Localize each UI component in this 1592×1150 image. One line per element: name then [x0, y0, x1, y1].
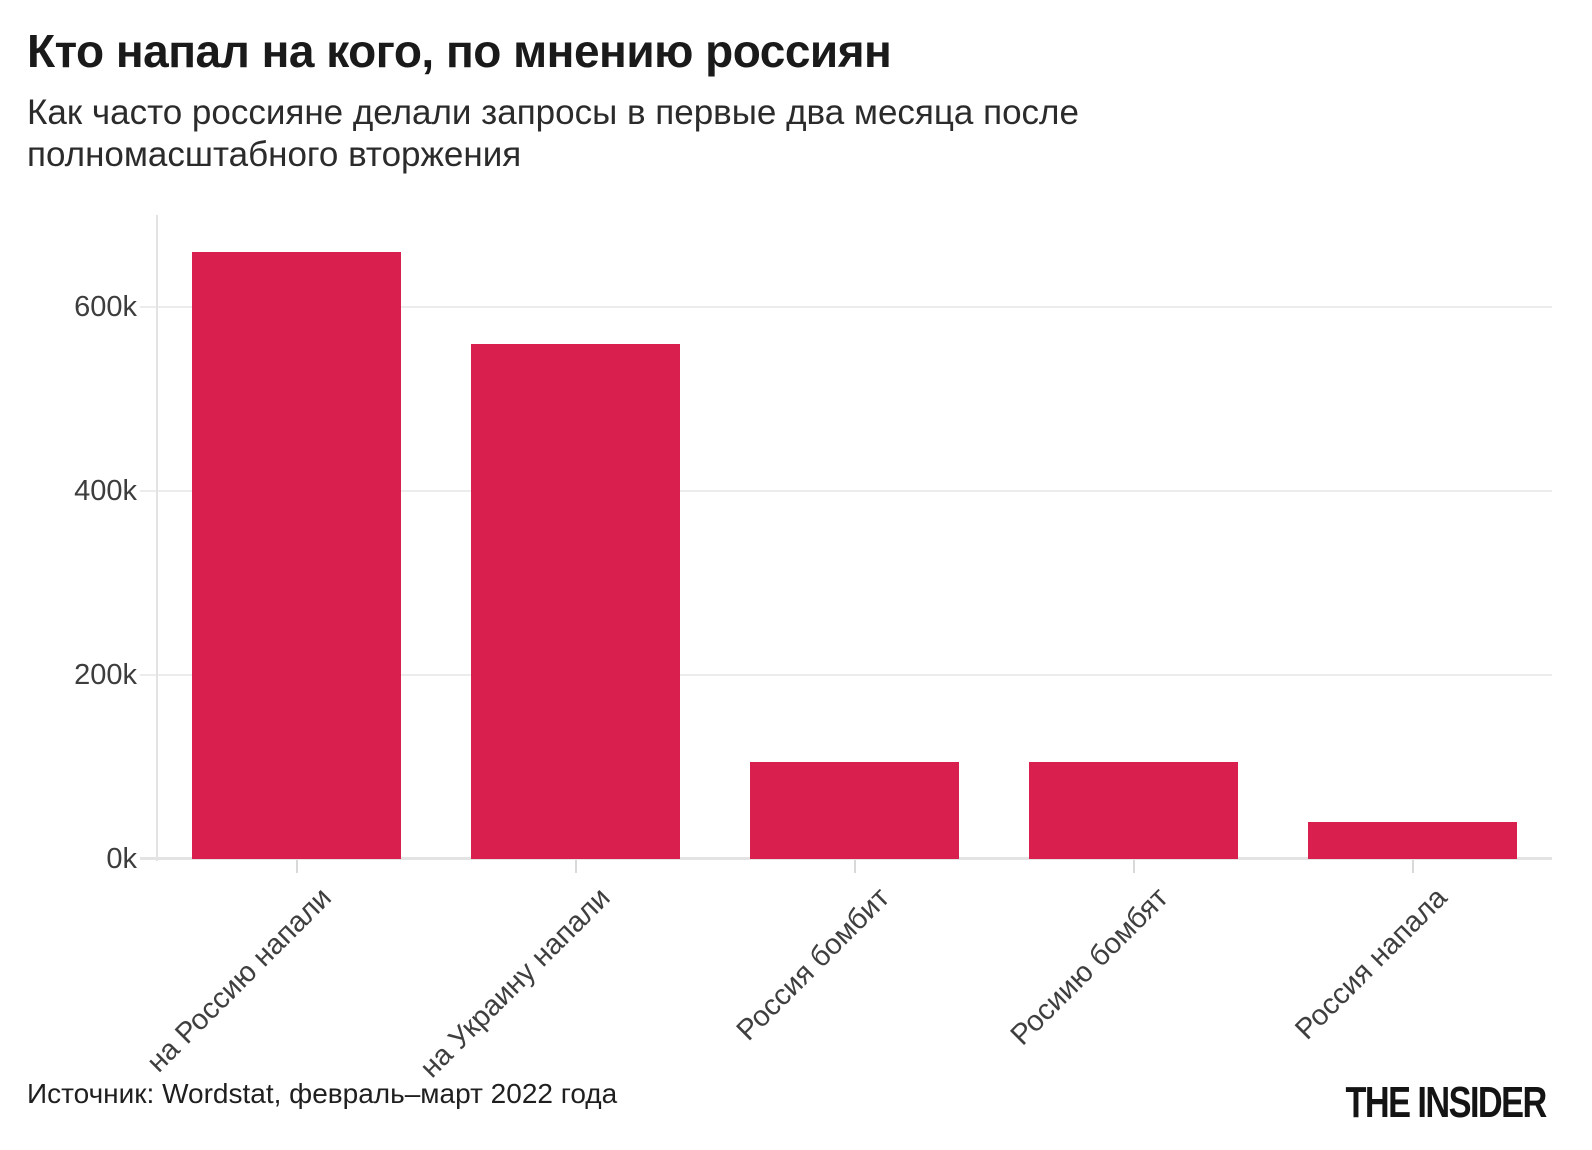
- bar: [192, 251, 401, 859]
- chart-subtitle-line-2: полномасштабного вторжения: [27, 135, 522, 174]
- gridline: [140, 306, 1552, 308]
- bar: [1308, 822, 1517, 859]
- x-axis-tick: [295, 860, 298, 873]
- x-axis-tick: [574, 860, 577, 873]
- x-axis-tick: [1132, 860, 1135, 873]
- bar: [1029, 762, 1238, 859]
- brand-logo: THE INSIDER: [1345, 1078, 1548, 1127]
- chart-subtitle: Как часто россияне делали запросы в перв…: [27, 92, 1079, 176]
- chart-subtitle-line-1: Как часто россияне делали запросы в перв…: [27, 93, 1079, 132]
- x-axis-label: на Украину напали: [414, 881, 617, 1085]
- y-axis-tick-label: 400k: [74, 475, 137, 507]
- x-axis-tick: [1411, 860, 1414, 873]
- y-axis-tick-label: 0k: [106, 843, 137, 875]
- gridline: [140, 490, 1552, 492]
- y-axis-line: [156, 215, 158, 861]
- source-note: Источник: Wordstat, февраль–март 2022 го…: [27, 1078, 618, 1109]
- bar: [471, 343, 680, 859]
- x-axis-label: Россия бомбит: [730, 881, 896, 1047]
- x-axis-label: Россия напала: [1289, 881, 1454, 1046]
- y-axis-tick-label: 200k: [74, 659, 137, 691]
- bar: [750, 762, 959, 859]
- x-axis-label: на Россию напали: [140, 881, 338, 1079]
- x-axis-label: Росиию бомбят: [1004, 881, 1175, 1052]
- chart-title: Кто напал на кого, по мнению россиян: [27, 25, 892, 77]
- y-axis-tick-label: 600k: [74, 291, 137, 323]
- x-axis-tick: [853, 860, 856, 873]
- gridline: [140, 674, 1552, 676]
